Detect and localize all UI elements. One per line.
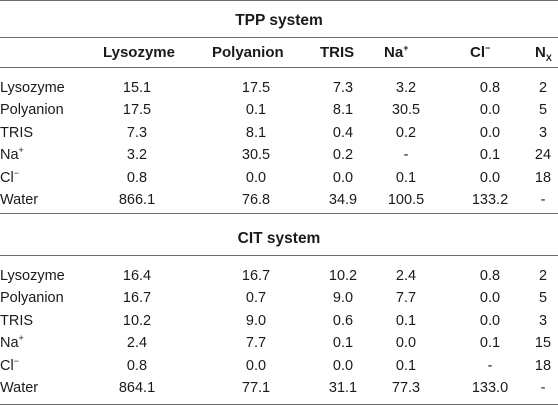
table-cell: 0.0 — [479, 312, 501, 329]
table-cell: 0.0 — [245, 357, 267, 374]
row-label: Polyanion — [0, 102, 64, 119]
top-rule — [0, 0, 558, 1]
table-cell: 18 — [534, 169, 552, 186]
table-cell: 2 — [538, 80, 548, 96]
tpp-section-title: TPP system — [235, 12, 323, 29]
table-cell: 34.9 — [328, 192, 358, 208]
table-cell: 864.1 — [118, 380, 156, 396]
cit-section-title: CIT system — [237, 230, 321, 247]
table-cell: 133.2 — [471, 192, 509, 208]
table-cell: 76.8 — [241, 192, 271, 208]
section-rule — [0, 213, 558, 214]
table-cell: - — [540, 380, 546, 396]
row-label: Water — [0, 192, 39, 208]
table-cell: 31.1 — [328, 380, 358, 396]
table-cell: 0.8 — [126, 357, 148, 374]
col-header-polyanion: Polyanion — [212, 44, 284, 61]
table-cell: 7.3 — [126, 124, 148, 141]
row-label: Lysozyme — [0, 268, 65, 284]
table-cell: 17.5 — [122, 102, 152, 119]
table-cell: 0.1 — [479, 335, 501, 352]
table-cell: 0.0 — [479, 290, 501, 307]
table-cell: 30.5 — [391, 102, 421, 119]
table-cell: 77.1 — [241, 380, 271, 396]
col-header-lysozyme: Lysozyme — [103, 44, 175, 61]
table-cell: 0.8 — [126, 169, 148, 186]
table-cell: 3.2 — [126, 147, 148, 164]
table-cell: 866.1 — [118, 192, 156, 208]
table-cell: 0.6 — [332, 312, 354, 329]
table-cell: 5 — [538, 102, 548, 119]
table-cell: 3 — [538, 124, 548, 141]
table-cell: 0.1 — [332, 335, 354, 352]
table-cell: 7.3 — [332, 80, 354, 96]
table-cell: 16.7 — [122, 290, 152, 307]
table-cell: - — [487, 357, 493, 374]
table-cell: 2 — [538, 268, 548, 284]
title-rule — [0, 37, 558, 38]
table-cell: 15 — [534, 335, 552, 352]
table-cell: 8.1 — [332, 102, 354, 119]
table-cell: 10.2 — [328, 268, 358, 284]
row-label: Polyanion — [0, 290, 64, 307]
table-cell: 0.2 — [395, 124, 417, 141]
table-cell: 0.1 — [395, 357, 417, 374]
table-cell: 8.1 — [245, 124, 267, 141]
col-header-nx: NX — [535, 44, 552, 63]
table-cell: 0.0 — [332, 357, 354, 374]
table-cell: 0.0 — [479, 124, 501, 141]
row-label: Na+ — [0, 333, 24, 352]
row-label: Lysozyme — [0, 80, 65, 96]
table-cell: 100.5 — [387, 192, 425, 208]
col-header-cl: Cl− — [470, 43, 491, 62]
row-label: Na+ — [0, 145, 24, 164]
table-cell: 18 — [534, 357, 552, 374]
row-label: TRIS — [0, 312, 34, 329]
table-cell: 9.0 — [245, 312, 267, 329]
table-cell: 5 — [538, 290, 548, 307]
table-cell: 0.2 — [332, 147, 354, 164]
table-cell: 3.2 — [395, 80, 417, 96]
table-cell: 2.4 — [395, 268, 417, 284]
header-rule — [0, 67, 558, 68]
table-cell: 77.3 — [391, 380, 421, 396]
row-label: Water — [0, 380, 39, 396]
table-cell: 0.1 — [479, 147, 501, 164]
table-cell: 24 — [534, 147, 552, 164]
table-cell: 0.1 — [395, 169, 417, 186]
bottom-rule — [0, 404, 558, 405]
table-cell: 0.1 — [395, 312, 417, 329]
table-cell: 0.1 — [245, 102, 267, 119]
row-label: Cl− — [0, 355, 19, 374]
table-cell: 2.4 — [126, 335, 148, 352]
table-cell: 133.0 — [471, 380, 509, 396]
table-cell: 17.5 — [241, 80, 271, 96]
table-cell: 30.5 — [241, 147, 271, 164]
table-cell: 3 — [538, 312, 548, 329]
table-cell: 16.4 — [122, 268, 152, 284]
table-cell: 0.8 — [479, 80, 501, 96]
col-header-tris: TRIS — [320, 44, 355, 61]
table-cell: 16.7 — [241, 268, 271, 284]
table-cell: 10.2 — [122, 312, 152, 329]
table-cell: 0.4 — [332, 124, 354, 141]
table-cell: 0.0 — [479, 102, 501, 119]
table-cell: 0.0 — [245, 169, 267, 186]
table-cell: 0.8 — [479, 268, 501, 284]
cit-title-rule — [0, 255, 558, 256]
row-label: Cl− — [0, 167, 19, 186]
table-cell: 0.0 — [479, 169, 501, 186]
row-label: TRIS — [0, 124, 34, 141]
table-cell: 15.1 — [122, 80, 152, 96]
table-cell: 7.7 — [395, 290, 417, 307]
table-cell: 0.0 — [395, 335, 417, 352]
col-header-na: Na+ — [384, 43, 409, 62]
table-cell: 0.0 — [332, 169, 354, 186]
table-cell: 0.7 — [245, 290, 267, 307]
table-cell: 7.7 — [245, 335, 267, 352]
table-cell: 9.0 — [332, 290, 354, 307]
table-cell: - — [540, 192, 546, 208]
table-cell: - — [403, 147, 409, 164]
